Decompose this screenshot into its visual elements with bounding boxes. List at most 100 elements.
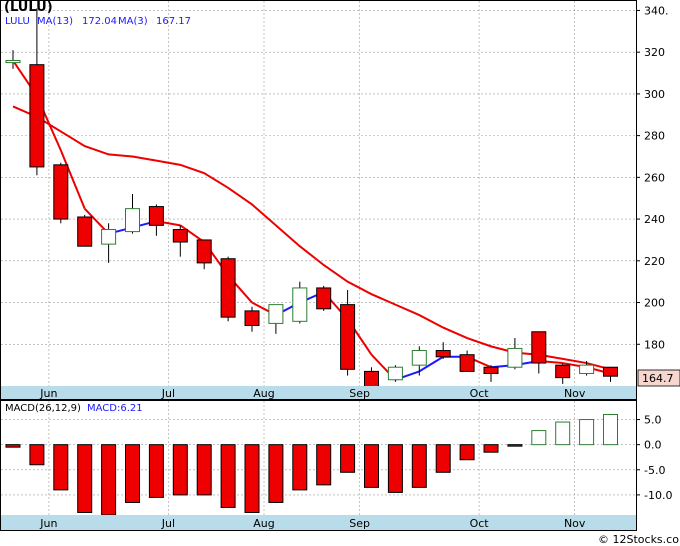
candle-down [244, 310, 260, 326]
macd-bar-negative [244, 444, 260, 513]
price-x-axis-labels: Jun Jul Aug Sep Oct Nov [39, 387, 586, 400]
macd-bar-negative [196, 444, 212, 496]
price-x-tick-label: Jul [161, 387, 175, 400]
candle-down [531, 331, 547, 364]
legend-symbol: LULU [5, 16, 30, 27]
price-x-tick-label: Oct [470, 387, 490, 400]
macd-legend-value: MACD:6.21 [87, 403, 143, 414]
price-x-tick-label: Jun [39, 387, 57, 400]
price-y-tick-label: 320 [644, 46, 665, 59]
macd-x-axis-band [1, 515, 636, 530]
last-price-box [637, 369, 680, 387]
macd-bar-negative [268, 444, 284, 503]
macd-bar-negative [507, 444, 523, 447]
macd-x-tick-label: Oct [470, 517, 490, 530]
price-y-tick-label: 300 [644, 88, 665, 101]
candle-up [5, 60, 21, 64]
macd-bar-positive [603, 414, 618, 446]
price-y-tick-label: 280 [644, 130, 665, 143]
candle-down [316, 287, 332, 310]
candle-up [387, 366, 403, 381]
price-panel-frame [0, 0, 637, 400]
macd-bar-negative [340, 444, 356, 473]
macd-y-tick-label: 5.0 [644, 414, 662, 427]
candle-down [220, 258, 236, 318]
macd-bar-positive [555, 421, 571, 446]
candle-up [411, 350, 427, 366]
macd-bar-negative [411, 444, 427, 488]
candle-up [125, 208, 140, 233]
macd-bar-negative [53, 444, 69, 491]
price-x-tick-label: Nov [564, 387, 586, 400]
macd-bar-negative [316, 444, 332, 486]
macd-bar-negative [5, 444, 21, 448]
macd-y-axis-ticks: -10.0 -5.0 0.0 5.0 [636, 414, 672, 502]
candle-up [579, 364, 595, 374]
legend-ma13-value: 172.04 [82, 16, 117, 27]
candle-down [77, 216, 93, 247]
candle-up [507, 347, 523, 368]
price-x-tick-label: Aug [253, 387, 274, 400]
candle-down [483, 366, 499, 374]
last-price-label: 164.7 [642, 372, 674, 385]
macd-bar-negative [29, 444, 45, 466]
macd-x-tick-label: Sep [349, 517, 370, 530]
macd-x-tick-label: Jul [161, 517, 175, 530]
candle-down [603, 366, 618, 377]
macd-x-axis-labels: Jun Jul Aug Sep Oct Nov [39, 517, 586, 530]
macd-x-tick-label: Aug [253, 517, 274, 530]
macd-bar-negative [148, 444, 164, 498]
candle-down [148, 206, 164, 226]
macd-bar-negative [172, 444, 188, 496]
price-y-tick-label: 240 [644, 213, 665, 226]
macd-legend-label: MACD(26,12,9) [5, 403, 81, 414]
macd-bar-negative [364, 444, 379, 488]
ma3-segment [418, 355, 444, 373]
candle-down [435, 350, 451, 358]
price-x-tick-label: Sep [349, 387, 370, 400]
macd-bar-negative [101, 444, 117, 516]
candle-down [459, 354, 475, 372]
price-x-axis-band [1, 386, 636, 399]
macd-panel-frame [0, 400, 637, 531]
macd-y-tick-label: -10.0 [644, 489, 672, 502]
candle-down [172, 229, 188, 243]
candle-down [340, 304, 356, 370]
candle-up [101, 229, 117, 245]
price-y-tick-label: 340. [644, 4, 669, 17]
candle-down [196, 239, 212, 264]
candle-down [555, 364, 571, 379]
price-y-tick-label: 220 [644, 255, 665, 268]
price-y-axis-ticks: 180 200 220 240 260 280 300 320 340. [636, 4, 669, 351]
macd-bar-positive [531, 430, 547, 446]
legend-ma3-label: MA(3) [118, 16, 148, 27]
price-y-tick-label: 180 [644, 338, 665, 351]
price-y-tick-label: 200 [644, 297, 665, 310]
macd-bar-negative [459, 444, 475, 461]
macd-x-tick-label: Jun [39, 517, 57, 530]
candle-up [292, 287, 308, 322]
price-gridlines [1, 1, 636, 386]
macd-bar-negative [292, 444, 308, 491]
candlestick-series [5, 8, 618, 401]
macd-histogram [5, 414, 618, 516]
candle-up [268, 304, 284, 324]
chart-title: (LULU) [4, 0, 53, 15]
macd-bar-negative [435, 444, 451, 473]
ma3-segment [59, 149, 86, 210]
macd-bar-negative [483, 444, 499, 453]
candle-down [53, 164, 69, 220]
candle-down [29, 64, 45, 168]
watermark: © 12Stocks.com [598, 533, 680, 546]
macd-bar-negative [220, 444, 236, 508]
macd-bar-negative [125, 444, 140, 503]
legend-ma13-label: MA(13) [37, 16, 73, 27]
macd-bar-negative [387, 444, 403, 493]
macd-y-tick-label: -5.0 [644, 464, 665, 477]
ma3-segment [179, 224, 205, 243]
macd-y-tick-label: 0.0 [644, 439, 662, 452]
macd-bar-positive [579, 419, 595, 446]
legend-ma3-value: 167.17 [156, 16, 191, 27]
macd-x-tick-label: Nov [564, 517, 586, 530]
